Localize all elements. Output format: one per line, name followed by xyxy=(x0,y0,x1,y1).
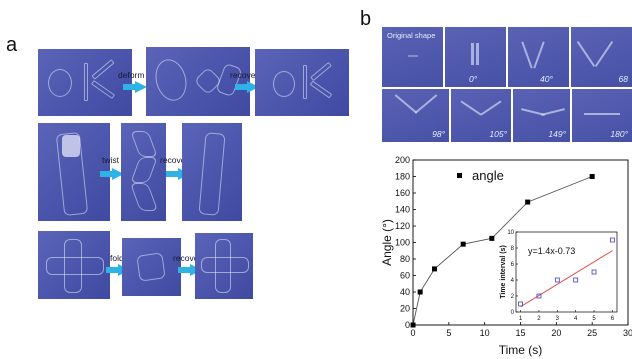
angle-data-point xyxy=(489,235,495,241)
angle-time-chart: 0 5 10 15 20 25 30020406080100120140160180200 … xyxy=(382,155,632,357)
photo-cross-original xyxy=(38,231,110,299)
y-tick-label: 40 xyxy=(400,287,410,297)
inset-x-tick-label: 4 xyxy=(574,316,578,322)
tile-angle-180: 180° xyxy=(572,89,632,142)
y-tick-label: 60 xyxy=(400,271,410,281)
angle-label-68: 68 xyxy=(618,74,628,84)
photo-ok-deformed xyxy=(146,47,250,116)
inset-data-point xyxy=(591,269,597,275)
tile-original: Original shape xyxy=(382,27,443,87)
inset-y-tick-label: 10 xyxy=(507,230,514,236)
x-axis-label: Time (s) xyxy=(499,343,543,357)
y-tick-label: 80 xyxy=(400,254,410,264)
angle-label-98: 98° xyxy=(432,129,445,139)
arrow-deform xyxy=(123,81,147,93)
inset-data-point xyxy=(573,277,579,283)
inset-y-axis-label: Time interval (s) xyxy=(500,245,507,299)
photo-ok-original xyxy=(38,49,132,116)
label-recover-2: recover xyxy=(160,155,189,165)
inset-fit-equation: y=1.4x-0.73 xyxy=(528,246,575,256)
x-tick-label: 30 xyxy=(623,328,632,338)
inset-x-tick-label: 5 xyxy=(592,316,596,322)
angle-label-0: 0° xyxy=(469,74,478,84)
y-axis-label: Angle (°) xyxy=(382,219,394,266)
label-recover-3: recover xyxy=(173,253,202,263)
inset-y-tick-label: 6 xyxy=(511,262,515,268)
inset-data-point xyxy=(518,301,523,307)
label-deform: deform xyxy=(118,70,145,80)
tile-angle-105: 105° xyxy=(451,89,511,142)
inset-x-tick-label: 3 xyxy=(556,316,560,322)
photo-cross-recovered xyxy=(195,233,253,299)
tile-angle-98: 98° xyxy=(382,89,449,142)
legend-marker-angle xyxy=(457,173,462,178)
y-tick-label: 20 xyxy=(400,304,410,314)
angle-label-149: 149° xyxy=(548,129,566,139)
x-tick-label: 0 xyxy=(410,328,415,338)
y-tick-label: 0 xyxy=(405,320,410,330)
legend: angle xyxy=(457,168,504,183)
main-series xyxy=(410,174,595,328)
photo-cross-folded xyxy=(122,238,181,296)
tile-angle-40: 40° xyxy=(508,27,569,87)
tile-angle-0: 0° xyxy=(445,27,506,87)
angle-label-40: 40° xyxy=(540,74,553,84)
photo-ok-recovered xyxy=(255,49,349,116)
original-shape-label: Original shape xyxy=(387,31,436,40)
angle-label-180: 180° xyxy=(610,129,628,139)
inset-y-tick-label: 8 xyxy=(511,246,515,252)
y-tick-label: 160 xyxy=(395,188,410,198)
panel-b-letter: b xyxy=(360,8,372,30)
x-tick-label: 15 xyxy=(515,328,525,338)
x-tick-label: 25 xyxy=(587,328,597,338)
angle-data-point xyxy=(525,199,531,205)
inset-data-point xyxy=(610,237,615,243)
inset-data-point xyxy=(536,293,542,299)
inset-x-tick-label: 1 xyxy=(519,316,523,322)
inset-fit-line xyxy=(520,250,613,308)
inset-ticks: 1 2 3 4 5 6 0 2 4 6 8 10 xyxy=(507,230,614,322)
inset-chart: 1 2 3 4 5 6 0 2 4 6 8 10 y=1.4x-0.73 Time interval … xyxy=(500,230,618,322)
x-tick-label: 10 xyxy=(480,328,490,338)
photo-strip-twisted xyxy=(121,123,166,221)
inset-x-tick-label: 2 xyxy=(537,316,541,322)
photo-strip-recovered xyxy=(182,123,242,221)
inset-data-point xyxy=(554,277,560,283)
y-tick-label: 200 xyxy=(395,155,410,165)
inset-y-tick-label: 4 xyxy=(511,278,515,284)
photo-strip-original xyxy=(38,123,110,221)
x-tick-label: 20 xyxy=(551,328,561,338)
panel-a-letter: a xyxy=(6,34,18,56)
inset-series xyxy=(518,237,615,308)
inset-y-tick-label: 2 xyxy=(511,294,515,300)
angle-data-point xyxy=(589,174,595,179)
angle-data-point xyxy=(432,266,437,272)
y-tick-label: 100 xyxy=(395,238,410,248)
tile-angle-149: 149° xyxy=(513,89,570,142)
angle-data-point xyxy=(417,289,423,295)
y-tick-label: 120 xyxy=(395,221,410,231)
y-tick-label: 140 xyxy=(395,205,410,215)
x-tick-label: 5 xyxy=(446,328,451,338)
y-tick-label: 180 xyxy=(395,172,410,182)
angle-data-point xyxy=(460,241,466,247)
inset-y-tick-label: 0 xyxy=(511,310,515,316)
label-fold: fold xyxy=(110,253,124,263)
label-twist: twist xyxy=(102,155,119,165)
angle-label-105: 105° xyxy=(489,129,507,139)
legend-label-angle: angle xyxy=(472,168,504,183)
tile-angle-68: 68 xyxy=(571,27,632,87)
label-recover-1: recover xyxy=(230,70,259,80)
inset-x-tick-label: 6 xyxy=(611,316,615,322)
angle-data-point xyxy=(410,322,416,328)
